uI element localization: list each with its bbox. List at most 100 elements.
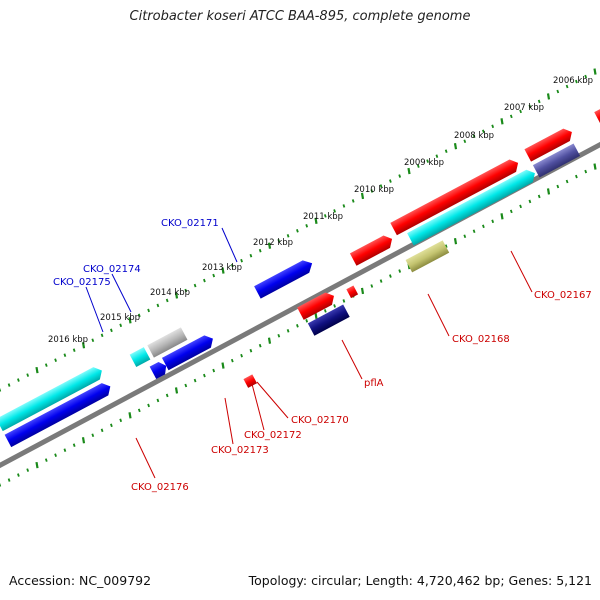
- gene-cko-02173[interactable]: [307, 304, 350, 336]
- lower-ruler-tick: [203, 373, 206, 378]
- leader-cko-02170: [256, 381, 289, 419]
- lower-ruler-tick: [444, 244, 448, 248]
- upper-ruler-tick: [165, 298, 169, 303]
- upper-ruler-tick: [147, 308, 150, 313]
- gene-cko-02175[interactable]: [129, 347, 151, 367]
- lower-ruler-tick: [556, 184, 560, 189]
- leader-pfla: [341, 339, 363, 380]
- upper-ruler-tick: [491, 124, 495, 129]
- upper-ruler-tick: [7, 383, 11, 387]
- gene-label-layer: CKO_02171 CKO_02174 CKO_02175 CKO_02167 …: [53, 218, 592, 493]
- gene-blue-upper-left2[interactable]: [4, 380, 114, 448]
- lower-ruler-tick: [249, 348, 253, 353]
- upper-ruler-tick: [137, 313, 141, 318]
- upper-ruler-tick: [221, 267, 225, 274]
- gene-red-upper-5[interactable]: [594, 72, 600, 125]
- label-cko-02171[interactable]: CKO_02171: [161, 218, 219, 229]
- label-cko-02170[interactable]: CKO_02170: [291, 415, 349, 426]
- upper-ruler-tick: [398, 174, 402, 178]
- upper-ruler-tick: [91, 338, 95, 343]
- lower-ruler-tick: [453, 238, 458, 245]
- lower-ruler-tick: [17, 473, 20, 477]
- gene-cyan-upper-left[interactable]: [0, 364, 105, 432]
- lower-ruler-tick: [370, 284, 374, 288]
- upper-ruler-tick: [389, 179, 392, 183]
- gene-blue-upper-small[interactable]: [149, 360, 170, 380]
- ruler-label-2012: 2012 kbp: [253, 238, 293, 248]
- lower-ruler-tick: [221, 362, 225, 369]
- leader-cko-02172: [251, 383, 265, 431]
- lower-ruler-tick: [398, 269, 402, 273]
- gene-cko-02168[interactable]: [407, 167, 538, 246]
- lower-ruler-tick: [277, 333, 281, 338]
- leader-cko-02171: [221, 227, 238, 263]
- lower-ruler-tick: [575, 174, 578, 179]
- upper-ruler-tick: [519, 109, 522, 114]
- label-pfla[interactable]: pflA: [364, 378, 384, 389]
- lower-ruler-tick: [491, 219, 495, 224]
- gene-cko-02176[interactable]: [243, 374, 257, 388]
- upper-ruler-tick: [63, 353, 67, 357]
- lower-ruler-tick: [54, 453, 57, 457]
- upper-ruler-tick: [184, 288, 188, 293]
- label-cko-02172[interactable]: CKO_02172: [244, 430, 302, 441]
- ruler-label-2010: 2010 kbp: [354, 185, 394, 195]
- gene-features: [0, 72, 600, 448]
- lower-ruler-tick: [212, 368, 216, 373]
- gene-cko-02172[interactable]: [297, 290, 337, 320]
- lower-ruler-tick: [323, 309, 327, 313]
- lower-ruler-tick: [528, 199, 532, 204]
- gene-cko-02167[interactable]: [532, 143, 581, 178]
- lower-ruler-tick: [314, 312, 318, 320]
- lower-ruler-tick: [110, 423, 113, 428]
- leader-cko-02174: [111, 273, 132, 313]
- label-cko-02174[interactable]: CKO_02174: [83, 264, 141, 275]
- label-cko-02176[interactable]: CKO_02176: [131, 482, 189, 493]
- lower-ruler-tick: [584, 169, 588, 174]
- gene-red-upper-2[interactable]: [349, 233, 395, 266]
- lower-ruler-tick: [7, 478, 11, 482]
- lower-ruler-tick: [26, 468, 30, 472]
- gene-red-upper-4[interactable]: [524, 126, 575, 162]
- genome-summary-text: Topology: circular; Length: 4,720,462 bp…: [248, 573, 592, 588]
- upper-ruler-tick: [26, 373, 30, 377]
- upper-ruler-tick: [193, 283, 197, 288]
- label-cko-02173[interactable]: CKO_02173: [211, 445, 269, 456]
- upper-ruler-tick: [575, 79, 578, 84]
- gene-blue-upper-1[interactable]: [161, 333, 216, 371]
- lower-ruler-tick: [128, 412, 132, 419]
- upper-ruler-tick: [426, 159, 429, 163]
- gene-cko-02174[interactable]: [147, 327, 188, 358]
- lower-ruler-tick: [333, 304, 336, 308]
- lower-ruler-tick: [342, 299, 346, 303]
- label-cko-02167[interactable]: CKO_02167: [534, 290, 592, 301]
- upper-ruler-tick: [370, 189, 374, 193]
- lower-ruler-tick: [500, 213, 504, 220]
- lower-ruler: [0, 163, 597, 487]
- gene-cko-02170[interactable]: [346, 285, 359, 299]
- lower-ruler-tick: [389, 274, 392, 278]
- upper-ruler-tick: [342, 204, 346, 208]
- upper-ruler-tick: [314, 217, 318, 225]
- label-cko-02175[interactable]: CKO_02175: [53, 277, 111, 288]
- gene-cko-02171[interactable]: [254, 257, 315, 299]
- ruler-label-2006: 2006 kbp: [553, 76, 593, 86]
- lower-ruler-tick: [267, 337, 272, 344]
- gene-pfla[interactable]: [405, 240, 450, 273]
- lower-ruler-tick: [184, 383, 188, 388]
- upper-ruler-tick: [156, 303, 160, 308]
- label-cko-02168[interactable]: CKO_02168: [452, 334, 510, 345]
- lower-ruler-tick: [156, 398, 160, 403]
- lower-ruler-tick: [230, 358, 234, 363]
- upper-ruler-tick: [128, 317, 132, 324]
- upper-ruler-tick: [584, 74, 588, 79]
- upper-ruler-tick: [351, 199, 355, 203]
- upper-ruler-tick: [435, 154, 439, 158]
- upper-ruler-tick: [556, 89, 560, 94]
- leader-cko-02168: [427, 293, 450, 337]
- lower-ruler-tick: [240, 353, 243, 358]
- upper-ruler-tick: [100, 333, 104, 338]
- ruler-label-2015: 2015 kbp: [100, 313, 140, 323]
- gene-red-upper-3[interactable]: [390, 157, 521, 236]
